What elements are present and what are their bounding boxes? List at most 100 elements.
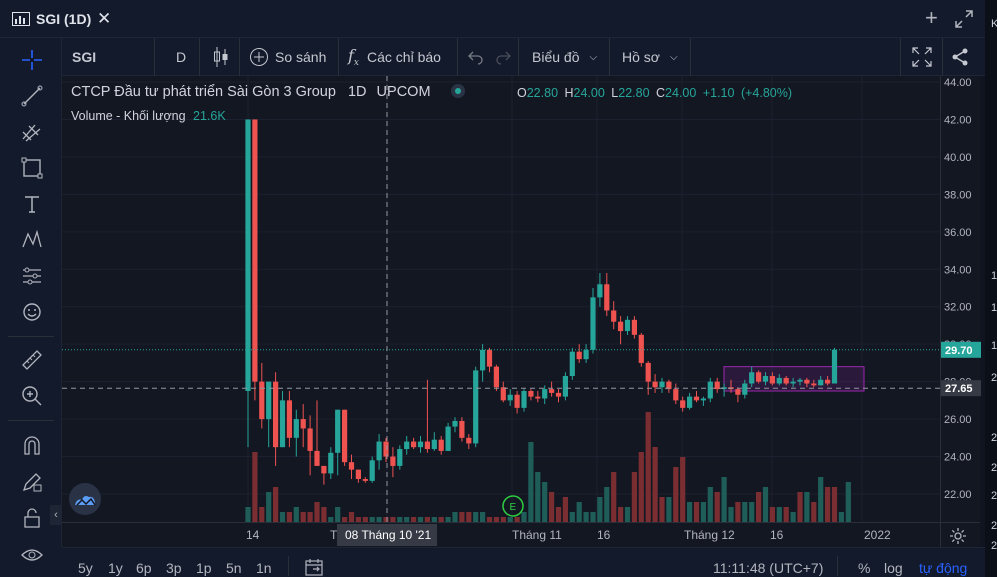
add-tab-icon[interactable]: + [925, 5, 938, 30]
candle-body [652, 381, 658, 388]
volume-bar [348, 512, 355, 522]
outer-right-char: 2 [991, 462, 997, 474]
chart-pane[interactable]: E [62, 76, 940, 522]
candle-body [804, 379, 810, 384]
chart-type-menu[interactable]: Biểu đồ ⌵ [532, 38, 597, 76]
volume-bar [769, 507, 775, 522]
high-value: 24.00 [573, 86, 605, 100]
chart-type-label: Biểu đồ [532, 49, 580, 65]
candle-body [473, 370, 479, 444]
stay-drawing-tool[interactable] [18, 468, 46, 496]
measure-tool[interactable] [18, 346, 46, 374]
interval-button[interactable]: D [176, 49, 187, 65]
volume-bar [838, 512, 844, 522]
crosshair-tool[interactable] [18, 46, 46, 74]
fullscreen-button[interactable] [912, 38, 932, 76]
candle-body [417, 441, 424, 448]
settings-gear-icon[interactable] [949, 527, 967, 545]
price-axis[interactable]: 44.0042.0040.0038.0036.0034.0032.0030.00… [940, 76, 981, 522]
text-tool[interactable] [18, 190, 46, 218]
candle-body [659, 381, 665, 388]
close-tab-icon[interactable]: ✕ [97, 9, 112, 28]
range-6m[interactable]: 6p [136, 560, 152, 576]
range-1m[interactable]: 1p [196, 560, 212, 576]
symbol-search[interactable]: SGI [72, 49, 97, 65]
smiley-icon [23, 303, 41, 321]
prediction-tool[interactable] [18, 262, 46, 290]
candle-body [555, 392, 562, 397]
volume-bar [693, 502, 700, 522]
undo-button[interactable] [467, 38, 485, 76]
volume-bar [659, 497, 665, 522]
candle-body [590, 297, 596, 350]
collapse-toolbar-handle[interactable]: ‹ [50, 505, 62, 525]
open-value: 22.80 [526, 86, 559, 100]
volume-bar [528, 442, 534, 522]
range-3m[interactable]: 3p [166, 560, 182, 576]
candle-body [279, 400, 286, 448]
volume-bar [445, 517, 451, 522]
outer-right-char: 2 [991, 372, 997, 384]
lock-drawings-tool[interactable] [18, 504, 46, 532]
trend-line-tool[interactable] [18, 82, 46, 110]
volume-bar [259, 507, 265, 522]
share-button[interactable] [950, 38, 970, 76]
percent-toggle[interactable]: % [858, 560, 871, 576]
candle-body [707, 381, 713, 399]
volume-bar [431, 517, 437, 522]
range-1y[interactable]: 1y [108, 560, 123, 576]
candle-body [493, 366, 499, 388]
redo-button[interactable] [494, 38, 512, 76]
log-toggle[interactable]: log [884, 560, 903, 576]
magnet-tool[interactable] [18, 432, 46, 460]
fib-tool[interactable] [18, 118, 46, 146]
outer-right-char: 1 [991, 270, 997, 282]
ruler-icon [22, 350, 42, 370]
candle-body [700, 398, 706, 401]
zoom-tool[interactable] [18, 382, 46, 410]
market-status-icon[interactable] [450, 84, 465, 98]
calendar-range-icon[interactable] [305, 558, 323, 576]
logo-badge[interactable] [69, 483, 101, 515]
time-tick-label: 16 [597, 528, 611, 542]
bar-style-button[interactable] [212, 38, 230, 76]
candle-body [714, 381, 720, 390]
candle-body [790, 381, 796, 384]
candle-body [514, 394, 520, 408]
candle-body [769, 376, 775, 384]
pattern-tool[interactable] [18, 226, 46, 254]
volume-label: Volume - Khối lượng [71, 109, 186, 123]
emoji-tool[interactable] [18, 298, 46, 326]
pencil-lock-icon [22, 473, 42, 492]
auto-scale-toggle[interactable]: tự động [919, 560, 968, 576]
volume-bar [266, 492, 272, 522]
volume-bar [397, 517, 403, 522]
volume-bar [597, 497, 603, 522]
candle-body [486, 349, 493, 367]
volume-bar [680, 457, 686, 522]
range-5d[interactable]: 5n [226, 560, 242, 576]
volume-bar [507, 517, 513, 522]
left-bottom-area [0, 547, 62, 577]
volume-bar [631, 472, 637, 522]
volume-bar [700, 502, 706, 522]
chart-canvas[interactable]: E [62, 76, 940, 522]
profile-menu[interactable]: Hồ sơ ⌵ [622, 38, 678, 76]
expand-icon[interactable] [955, 10, 973, 28]
compare-button[interactable]: So sánh [249, 38, 326, 76]
change-percent: (+4.80%) [740, 86, 793, 100]
candle-body [735, 389, 741, 395]
last-price-label: 29.70 [945, 345, 973, 357]
time-tick-label: 2022 [864, 528, 891, 542]
clock-timezone[interactable]: 11:11:48 (UTC+7) [713, 560, 824, 576]
range-1d[interactable]: 1n [256, 560, 272, 576]
volume-bar [576, 502, 582, 522]
indicators-button[interactable]: fx Các chỉ báo [348, 38, 441, 76]
range-5y[interactable]: 5y [78, 560, 93, 576]
candle-body [631, 319, 637, 335]
volume-bar [424, 517, 430, 522]
shape-tool[interactable] [18, 154, 46, 182]
hide-drawings-tool[interactable] [18, 541, 46, 569]
candle-body [321, 465, 327, 474]
